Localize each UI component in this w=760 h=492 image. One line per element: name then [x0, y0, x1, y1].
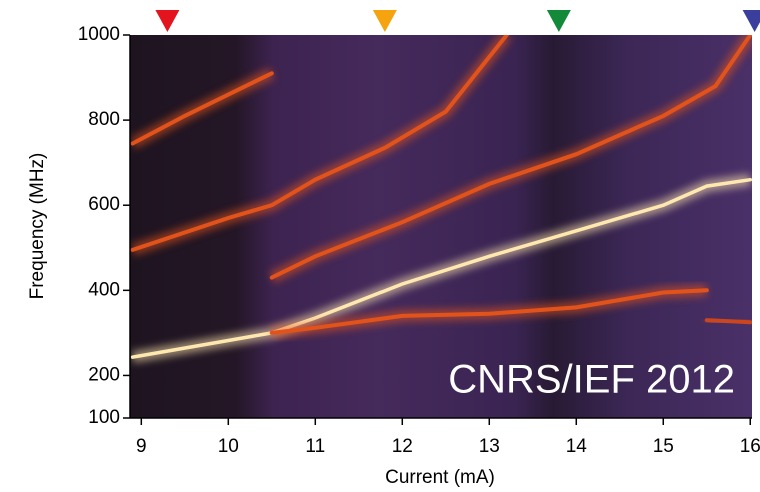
mode-line [130, 35, 509, 252]
y-tick-label: 600 [88, 194, 120, 215]
x-tick-label: 16 [740, 436, 760, 457]
y-axis-label: Frequency (MHz) [27, 153, 48, 300]
mode-line [704, 318, 752, 325]
marker [742, 10, 760, 32]
x-axis-label: Current (mA) [385, 467, 495, 488]
y-tick-label: 200 [88, 364, 120, 385]
x-tick-label: 14 [566, 436, 588, 457]
x-tick-label: 15 [653, 436, 674, 457]
plot-area [130, 35, 752, 364]
mode-line [130, 177, 752, 359]
marker [546, 10, 571, 32]
x-tick-label: 11 [305, 436, 325, 457]
x-tick-label: 13 [479, 436, 500, 457]
y-tick-label: 1000 [78, 24, 120, 45]
plot-background [130, 35, 752, 418]
mode-line [130, 71, 274, 146]
marker [372, 10, 397, 32]
mode-line [269, 35, 752, 280]
x-tick-label: 9 [136, 436, 147, 457]
y-tick-label: 800 [88, 109, 120, 130]
annotation: CNRS/IEF 2012 [448, 358, 735, 402]
x-tick-label: 10 [218, 436, 239, 457]
marker [155, 10, 180, 32]
y-tick-label: 400 [88, 279, 120, 300]
mode-line [269, 288, 709, 335]
x-tick-label: 12 [392, 436, 413, 457]
y-tick-label: 100 [88, 407, 120, 428]
